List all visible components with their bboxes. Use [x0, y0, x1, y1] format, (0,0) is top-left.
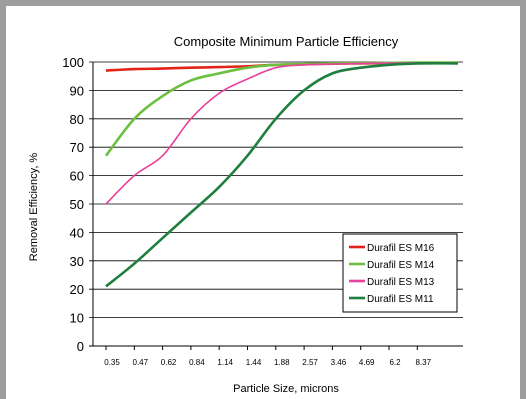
x-tick-label-4: 1.14 — [217, 358, 233, 367]
y-axis-label: Removal Efficiency, % — [28, 153, 40, 262]
x-tick-label-10: 6.2 — [389, 358, 401, 367]
x-axis-label: Particle Size, microns — [233, 383, 339, 395]
x-tick-label-7: 2.57 — [302, 358, 318, 367]
x-tick-label-11: 8.37 — [416, 358, 432, 367]
y-tick-label-6: 60 — [70, 169, 84, 184]
y-tick-label-3: 30 — [70, 254, 84, 269]
y-tick-label-5: 50 — [70, 197, 84, 212]
x-tick-label-8: 3.46 — [331, 358, 347, 367]
efficiency-chart: Composite Minimum Particle Efficiency 0 1… — [28, 34, 463, 395]
y-tick-label-1: 10 — [70, 311, 84, 326]
x-tick-label-1: 0.47 — [133, 358, 149, 367]
legend: Durafil ES M16 Durafil ES M14 Durafil ES M… — [342, 233, 458, 313]
chart-frame: Composite Minimum Particle Efficiency 0 1… — [6, 6, 520, 399]
y-tick-label-8: 80 — [70, 112, 84, 127]
grid-lines — [89, 61, 463, 350]
series-line-1 — [104, 61, 459, 157]
legend-label-2: Durafil ES M13 — [367, 277, 435, 288]
series-lines — [104, 61, 459, 288]
chart-title: Composite Minimum Particle Efficiency — [174, 34, 399, 49]
x-tick-label-6: 1.88 — [274, 358, 290, 367]
x-tick-labels: 0.35 0.47 0.62 0.84 1.14 1.44 1.88 2.57 3.46 4.69… — [104, 358, 431, 367]
legend-label-3: Durafil ES M11 — [367, 294, 434, 305]
y-tick-labels: 0 10 20 30 40 50 60 70 80 90 100 — [62, 55, 84, 354]
series-line-2 — [105, 62, 459, 205]
x-tick-label-5: 1.44 — [246, 358, 262, 367]
y-tick-label-0: 0 — [77, 339, 84, 354]
y-tick-label-10: 100 — [62, 55, 84, 70]
series-line-3 — [105, 62, 459, 288]
y-tick-label-7: 70 — [70, 140, 84, 155]
x-tick-label-3: 0.84 — [189, 358, 205, 367]
y-tick-label-2: 20 — [70, 282, 84, 297]
x-tick-label-2: 0.62 — [161, 358, 177, 367]
legend-label-0: Durafil ES M16 — [367, 243, 435, 254]
x-tick-label-9: 4.69 — [359, 358, 375, 367]
x-tick-label-0: 0.35 — [104, 358, 120, 367]
y-tick-label-4: 40 — [70, 225, 84, 240]
legend-label-1: Durafil ES M14 — [367, 260, 435, 271]
y-tick-label-9: 90 — [70, 83, 84, 98]
